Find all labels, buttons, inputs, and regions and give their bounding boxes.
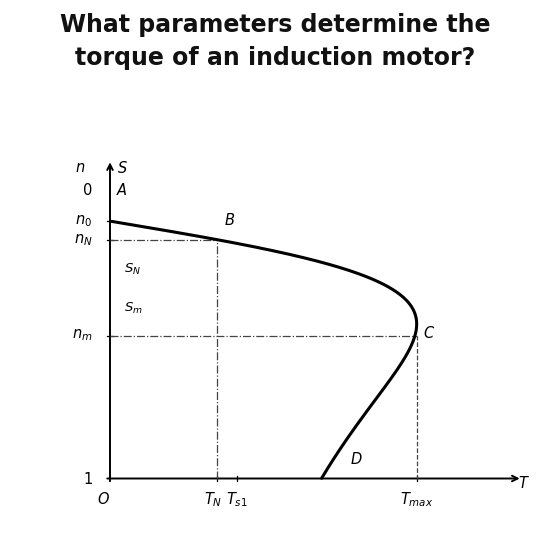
Text: $D$: $D$ [350, 450, 363, 466]
Text: $T$: $T$ [518, 475, 530, 491]
Text: $T_{s1}$: $T_{s1}$ [226, 490, 248, 509]
Text: $S_N$: $S_N$ [124, 262, 141, 278]
Text: $T_{max}$: $T_{max}$ [400, 490, 433, 509]
Text: $S_m$: $S_m$ [124, 300, 142, 316]
Text: $n_0$: $n_0$ [75, 213, 92, 229]
Text: $O$: $O$ [97, 491, 110, 508]
Text: What parameters determine the: What parameters determine the [60, 13, 490, 37]
Text: $1$: $1$ [82, 470, 92, 487]
Text: $T_N$: $T_N$ [204, 490, 222, 509]
Text: torque of an induction motor?: torque of an induction motor? [75, 46, 475, 70]
Text: $B$: $B$ [224, 212, 235, 228]
Text: $n$: $n$ [75, 160, 85, 175]
Text: $0$: $0$ [82, 182, 92, 198]
Text: $S$: $S$ [117, 160, 128, 176]
Text: $C$: $C$ [424, 324, 436, 341]
Text: $n_N$: $n_N$ [74, 232, 92, 248]
Text: $n_m$: $n_m$ [72, 328, 92, 343]
Text: $A$: $A$ [116, 182, 127, 198]
